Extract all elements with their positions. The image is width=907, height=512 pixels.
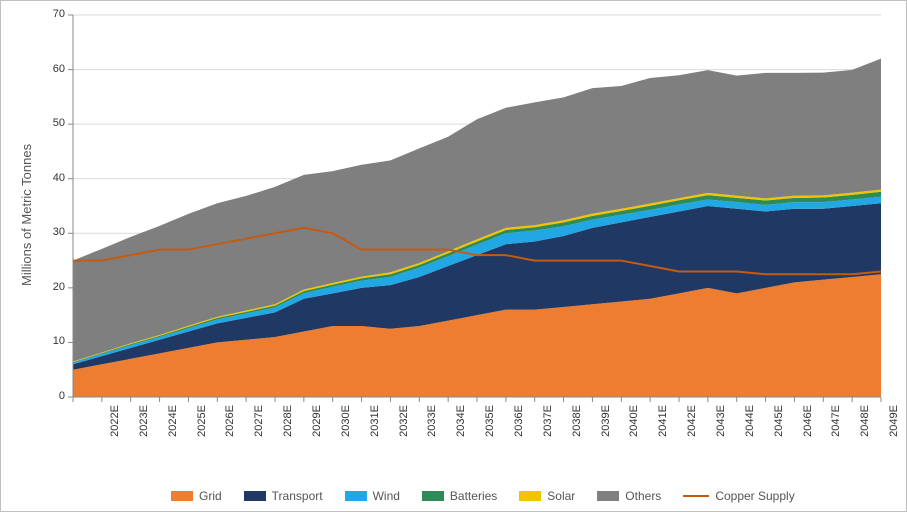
x-tick-label: 2044E [744, 405, 756, 437]
x-tick-label: 2049E [888, 405, 900, 437]
y-tick-label: 40 [35, 172, 65, 184]
legend-label: Solar [547, 489, 575, 503]
legend-item-transport: Transport [244, 489, 323, 503]
x-tick-label: 2023E [138, 405, 150, 437]
plot-area [73, 15, 881, 397]
legend-label: Copper Supply [715, 489, 794, 503]
x-tick-label: 2032E [397, 405, 409, 437]
legend-item-batteries: Batteries [422, 489, 497, 503]
legend-label: Wind [373, 489, 400, 503]
legend-swatch [597, 491, 619, 501]
x-tick-label: 2045E [773, 405, 785, 437]
legend-item-grid: Grid [171, 489, 222, 503]
legend-label: Batteries [450, 489, 497, 503]
legend: Grid Transport Wind Batteries Solar Others Cop… [171, 489, 795, 503]
legend-line [683, 495, 709, 497]
x-tick-label: 2047E [830, 405, 842, 437]
legend-label: Transport [272, 489, 323, 503]
legend-swatch [422, 491, 444, 501]
x-tick-label: 2033E [426, 405, 438, 437]
legend-label: Others [625, 489, 661, 503]
x-tick-label: 2028E [282, 405, 294, 437]
x-tick-label: 2048E [859, 405, 871, 437]
x-tick-label: 2022E [109, 405, 121, 437]
x-tick-label: 2043E [715, 405, 727, 437]
x-tick-label: 2036E [513, 405, 525, 437]
x-tick-label: 2024E [167, 405, 179, 437]
chart-svg [73, 15, 881, 397]
x-tick-label: 2042E [686, 405, 698, 437]
legend-item-others: Others [597, 489, 661, 503]
x-tick-label: 2027E [253, 405, 265, 437]
legend-swatch [519, 491, 541, 501]
y-tick-label: 10 [35, 335, 65, 347]
x-tick-label: 2046E [801, 405, 813, 437]
x-tick-label: 2035E [484, 405, 496, 437]
y-axis-label: Millions of Metric Tonnes [19, 144, 34, 286]
x-tick-label: 2025E [195, 405, 207, 437]
x-tick-label: 2031E [369, 405, 381, 437]
legend-label: Grid [199, 489, 222, 503]
legend-item-wind: Wind [345, 489, 400, 503]
legend-item-copper-supply: Copper Supply [683, 489, 794, 503]
x-tick-label: 2030E [340, 405, 352, 437]
chart-container: Millions of Metric Tonnes Grid Transport W… [0, 0, 907, 512]
x-tick-label: 2037E [542, 405, 554, 437]
y-tick-label: 0 [35, 390, 65, 402]
y-tick-label: 50 [35, 117, 65, 129]
legend-swatch [171, 491, 193, 501]
y-tick-label: 60 [35, 63, 65, 75]
x-tick-label: 2038E [571, 405, 583, 437]
x-tick-label: 2040E [628, 405, 640, 437]
x-tick-label: 2026E [224, 405, 236, 437]
legend-item-solar: Solar [519, 489, 575, 503]
x-tick-label: 2034E [455, 405, 467, 437]
x-tick-label: 2041E [657, 405, 669, 437]
y-tick-label: 20 [35, 281, 65, 293]
x-tick-label: 2039E [599, 405, 611, 437]
legend-swatch [244, 491, 266, 501]
y-tick-label: 30 [35, 226, 65, 238]
y-tick-label: 70 [35, 8, 65, 20]
legend-swatch [345, 491, 367, 501]
x-tick-label: 2029E [311, 405, 323, 437]
